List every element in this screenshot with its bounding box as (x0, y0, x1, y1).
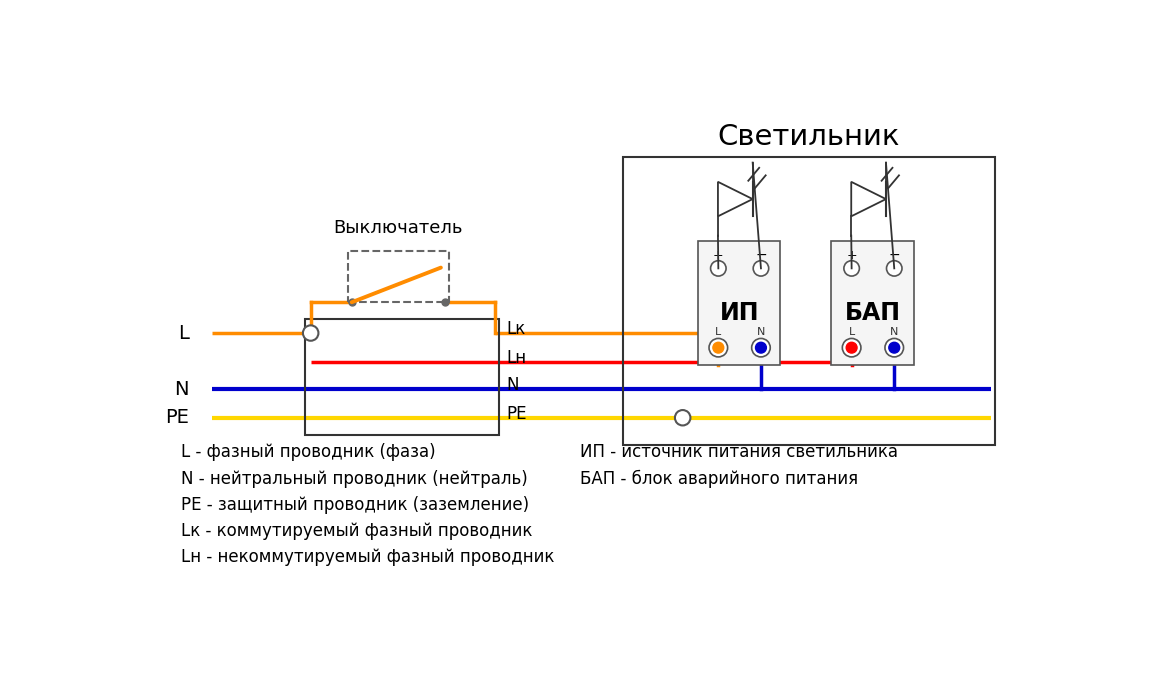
Circle shape (753, 261, 768, 276)
Text: Светильник: Светильник (718, 124, 900, 152)
Text: Lк - коммутируемый фазный проводник: Lк - коммутируемый фазный проводник (182, 522, 533, 540)
Circle shape (755, 342, 766, 353)
Text: PE: PE (165, 408, 189, 427)
Text: ИП - источник питания светильника: ИП - источник питания светильника (581, 444, 898, 462)
Text: Lк: Lк (507, 320, 526, 338)
Text: PE: PE (507, 405, 527, 423)
Polygon shape (718, 182, 753, 217)
Text: L: L (715, 327, 721, 337)
Text: Lн - некоммутируемый фазный проводник: Lн - некоммутируемый фазный проводник (182, 548, 555, 566)
Circle shape (303, 326, 319, 341)
Text: L - фазный проводник (фаза): L - фазный проводник (фаза) (182, 444, 436, 462)
Circle shape (889, 342, 899, 353)
Text: +: + (713, 249, 724, 262)
Text: N: N (756, 327, 765, 337)
Bar (831, 241, 913, 364)
Text: Lн: Lн (507, 348, 527, 366)
Circle shape (885, 338, 904, 357)
Text: L: L (178, 324, 189, 342)
Text: +: + (847, 249, 857, 262)
Text: N: N (507, 377, 519, 395)
Bar (623, 157, 995, 444)
Text: БАП: БАП (844, 301, 900, 325)
Bar (306, 319, 499, 435)
Text: БАП - блок аварийного питания: БАП - блок аварийного питания (581, 469, 858, 488)
Bar (698, 241, 780, 364)
Circle shape (711, 261, 726, 276)
Text: ИП: ИП (719, 301, 759, 325)
Text: PE - защитный проводник (заземление): PE - защитный проводник (заземление) (182, 495, 529, 514)
Circle shape (713, 342, 724, 353)
Circle shape (674, 410, 691, 426)
Text: L: L (849, 327, 855, 337)
Bar (348, 250, 448, 302)
Text: Выключатель: Выключатель (334, 219, 463, 237)
Text: N - нейтральный проводник (нейтраль): N - нейтральный проводник (нейтраль) (182, 470, 528, 488)
Circle shape (847, 342, 857, 353)
Polygon shape (851, 182, 886, 217)
Circle shape (752, 338, 771, 357)
Text: N: N (174, 380, 189, 399)
Circle shape (886, 261, 902, 276)
Circle shape (842, 338, 861, 357)
Text: −: − (755, 248, 767, 262)
Circle shape (708, 338, 727, 357)
Text: −: − (889, 248, 900, 262)
Circle shape (844, 261, 860, 276)
Text: N: N (890, 327, 898, 337)
